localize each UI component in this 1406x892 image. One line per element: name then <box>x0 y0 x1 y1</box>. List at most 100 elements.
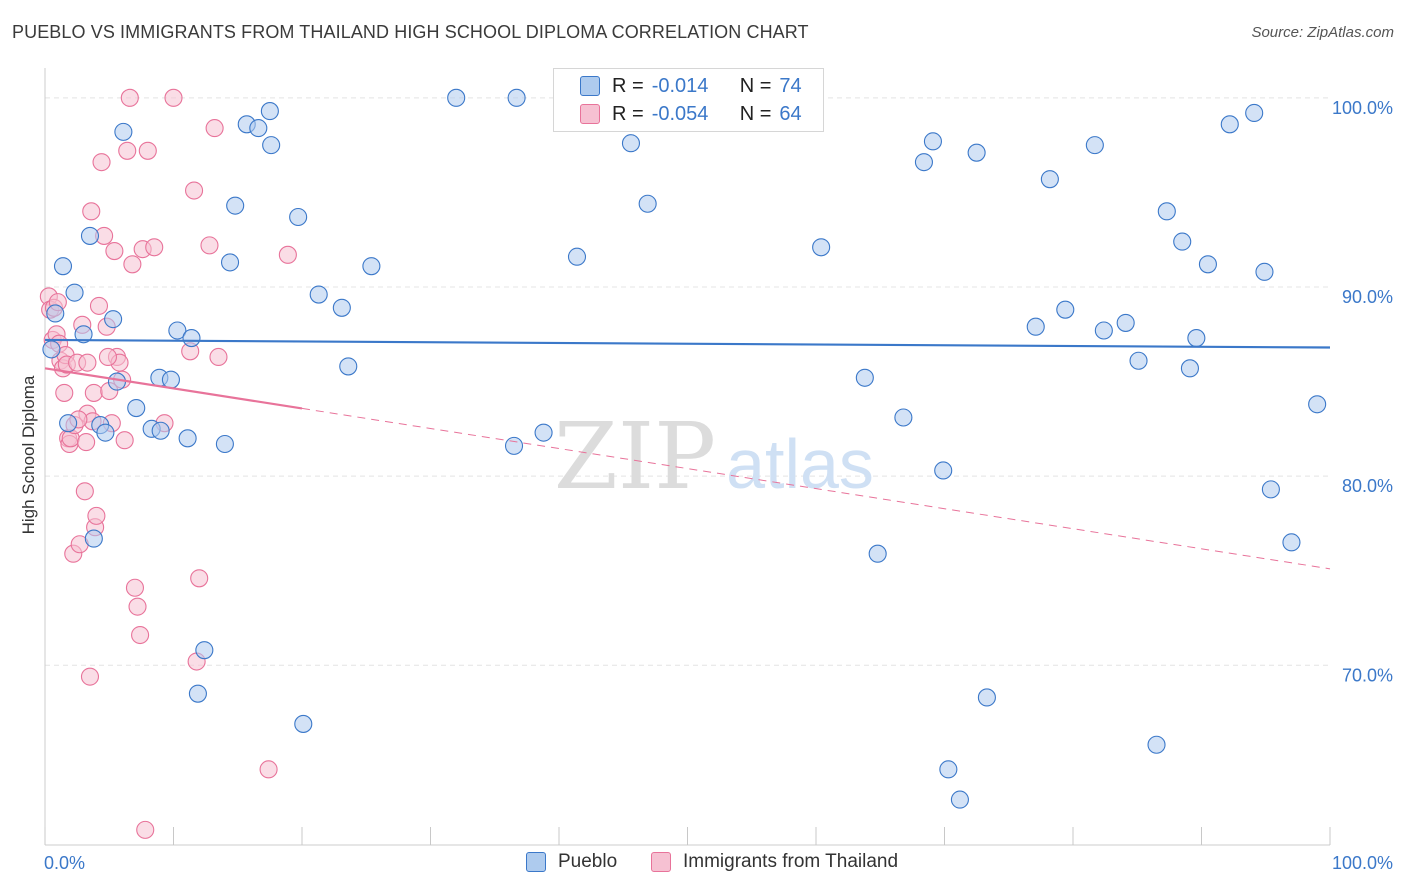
data-point-pueblo <box>1094 321 1113 340</box>
data-point-thailand <box>128 597 147 616</box>
data-point-pueblo <box>161 370 180 389</box>
y-tick-label: 80.0% <box>1342 476 1393 496</box>
data-point-pueblo <box>638 194 657 213</box>
data-point-pueblo <box>1255 262 1274 281</box>
data-point-pueblo <box>504 436 524 455</box>
data-point-thailand <box>205 119 224 138</box>
data-point-pueblo <box>950 790 969 809</box>
data-point-pueblo <box>178 429 197 448</box>
legend-r-value-pueblo: -0.014 <box>651 74 709 97</box>
data-point-thailand <box>200 236 219 255</box>
data-point-pueblo <box>127 398 146 418</box>
data-point-pueblo <box>220 253 240 272</box>
watermark: ZIP atlas <box>554 403 874 510</box>
data-point-pueblo <box>1157 202 1176 221</box>
legend-label-pueblo: Pueblo <box>558 851 618 872</box>
data-point-pueblo <box>182 329 201 348</box>
trend-line-pueblo <box>44 338 1331 349</box>
legend-r-value-thailand: -0.054 <box>651 102 709 125</box>
data-point-thailand <box>209 347 228 367</box>
series-pueblo-points <box>42 88 1327 809</box>
data-point-thailand <box>82 202 101 221</box>
legend-n-label: N = <box>739 102 772 125</box>
data-point-pueblo <box>1085 136 1104 155</box>
data-point-thailand <box>78 353 97 372</box>
data-point-pueblo <box>507 88 526 107</box>
data-point-pueblo <box>42 340 61 359</box>
data-point-pueblo <box>114 122 133 141</box>
data-point-thailand <box>164 88 183 107</box>
legend-n-label: N = <box>739 74 772 97</box>
data-point-thailand <box>145 238 164 257</box>
grid-lines <box>45 97 1330 666</box>
data-point-pueblo <box>96 423 115 442</box>
y-tick-label: 70.0% <box>1342 665 1393 685</box>
data-point-pueblo <box>226 196 245 215</box>
data-point-pueblo <box>1129 351 1148 370</box>
y-tick-label: 100.0% <box>1332 98 1393 118</box>
data-point-pueblo <box>939 760 958 779</box>
legend-swatch-pueblo <box>526 852 546 872</box>
data-point-pueblo <box>46 304 65 323</box>
data-point-pueblo <box>260 102 279 121</box>
data-point-pueblo <box>447 88 466 107</box>
data-point-pueblo <box>1198 255 1217 274</box>
watermark-zip: ZIP <box>554 403 716 510</box>
data-point-pueblo <box>894 408 913 427</box>
x-tick-label: 100.0% <box>1332 853 1393 873</box>
data-point-pueblo <box>104 310 123 329</box>
data-point-pueblo <box>188 684 207 703</box>
data-point-pueblo <box>1282 533 1301 552</box>
data-point-thailand <box>120 88 139 107</box>
legend-item-pueblo[interactable]: Pueblo <box>526 851 617 873</box>
data-point-pueblo <box>332 298 351 317</box>
legend-r-label: R = <box>612 102 644 125</box>
data-point-pueblo <box>80 226 100 245</box>
data-point-pueblo <box>812 238 831 257</box>
trend-line-thailand-dashed <box>301 407 1331 570</box>
data-point-thailand <box>136 820 155 839</box>
data-point-pueblo <box>977 688 996 707</box>
data-point-pueblo <box>1040 170 1059 189</box>
correlation-legend: R = -0.014 N = 74 R = -0.054 N = 64 <box>553 68 824 132</box>
data-point-thailand <box>87 506 106 525</box>
data-point-pueblo <box>65 283 84 302</box>
data-point-thailand <box>89 296 109 315</box>
data-point-pueblo <box>1116 313 1135 332</box>
legend-swatch-thailand <box>651 852 671 872</box>
data-point-thailand <box>92 153 111 172</box>
trend-lines <box>44 338 1331 570</box>
data-point-thailand <box>118 141 137 160</box>
data-point-thailand <box>75 482 94 501</box>
data-point-pueblo <box>967 143 986 162</box>
data-point-pueblo <box>868 544 887 563</box>
data-point-pueblo <box>168 321 187 340</box>
data-point-pueblo <box>1308 395 1327 414</box>
data-point-pueblo <box>914 153 933 172</box>
data-point-pueblo <box>1180 359 1199 378</box>
data-point-thailand <box>138 141 157 160</box>
data-point-thailand <box>77 433 96 452</box>
data-point-pueblo <box>1173 232 1192 251</box>
legend-swatch-thailand <box>580 104 600 124</box>
data-point-pueblo <box>1245 103 1264 123</box>
data-point-pueblo <box>1220 115 1239 134</box>
data-point-pueblo <box>567 247 587 266</box>
series-legend: Pueblo Immigrants from Thailand <box>0 851 1406 879</box>
legend-item-thailand[interactable]: Immigrants from Thailand <box>651 851 898 873</box>
data-point-thailand <box>80 667 100 686</box>
data-point-thailand <box>185 181 204 200</box>
data-point-pueblo <box>74 325 93 344</box>
data-point-thailand <box>259 760 278 779</box>
data-point-pueblo <box>151 421 170 440</box>
data-point-pueblo <box>294 714 313 733</box>
data-point-pueblo <box>534 423 553 442</box>
legend-label-thailand: Immigrants from Thailand <box>683 851 899 872</box>
data-point-thailand <box>131 625 150 645</box>
data-point-pueblo <box>84 529 103 548</box>
axes <box>44 68 1331 846</box>
data-point-pueblo <box>934 461 953 480</box>
data-point-pueblo <box>289 207 308 227</box>
data-point-pueblo <box>923 132 942 151</box>
data-point-thailand <box>278 245 297 264</box>
